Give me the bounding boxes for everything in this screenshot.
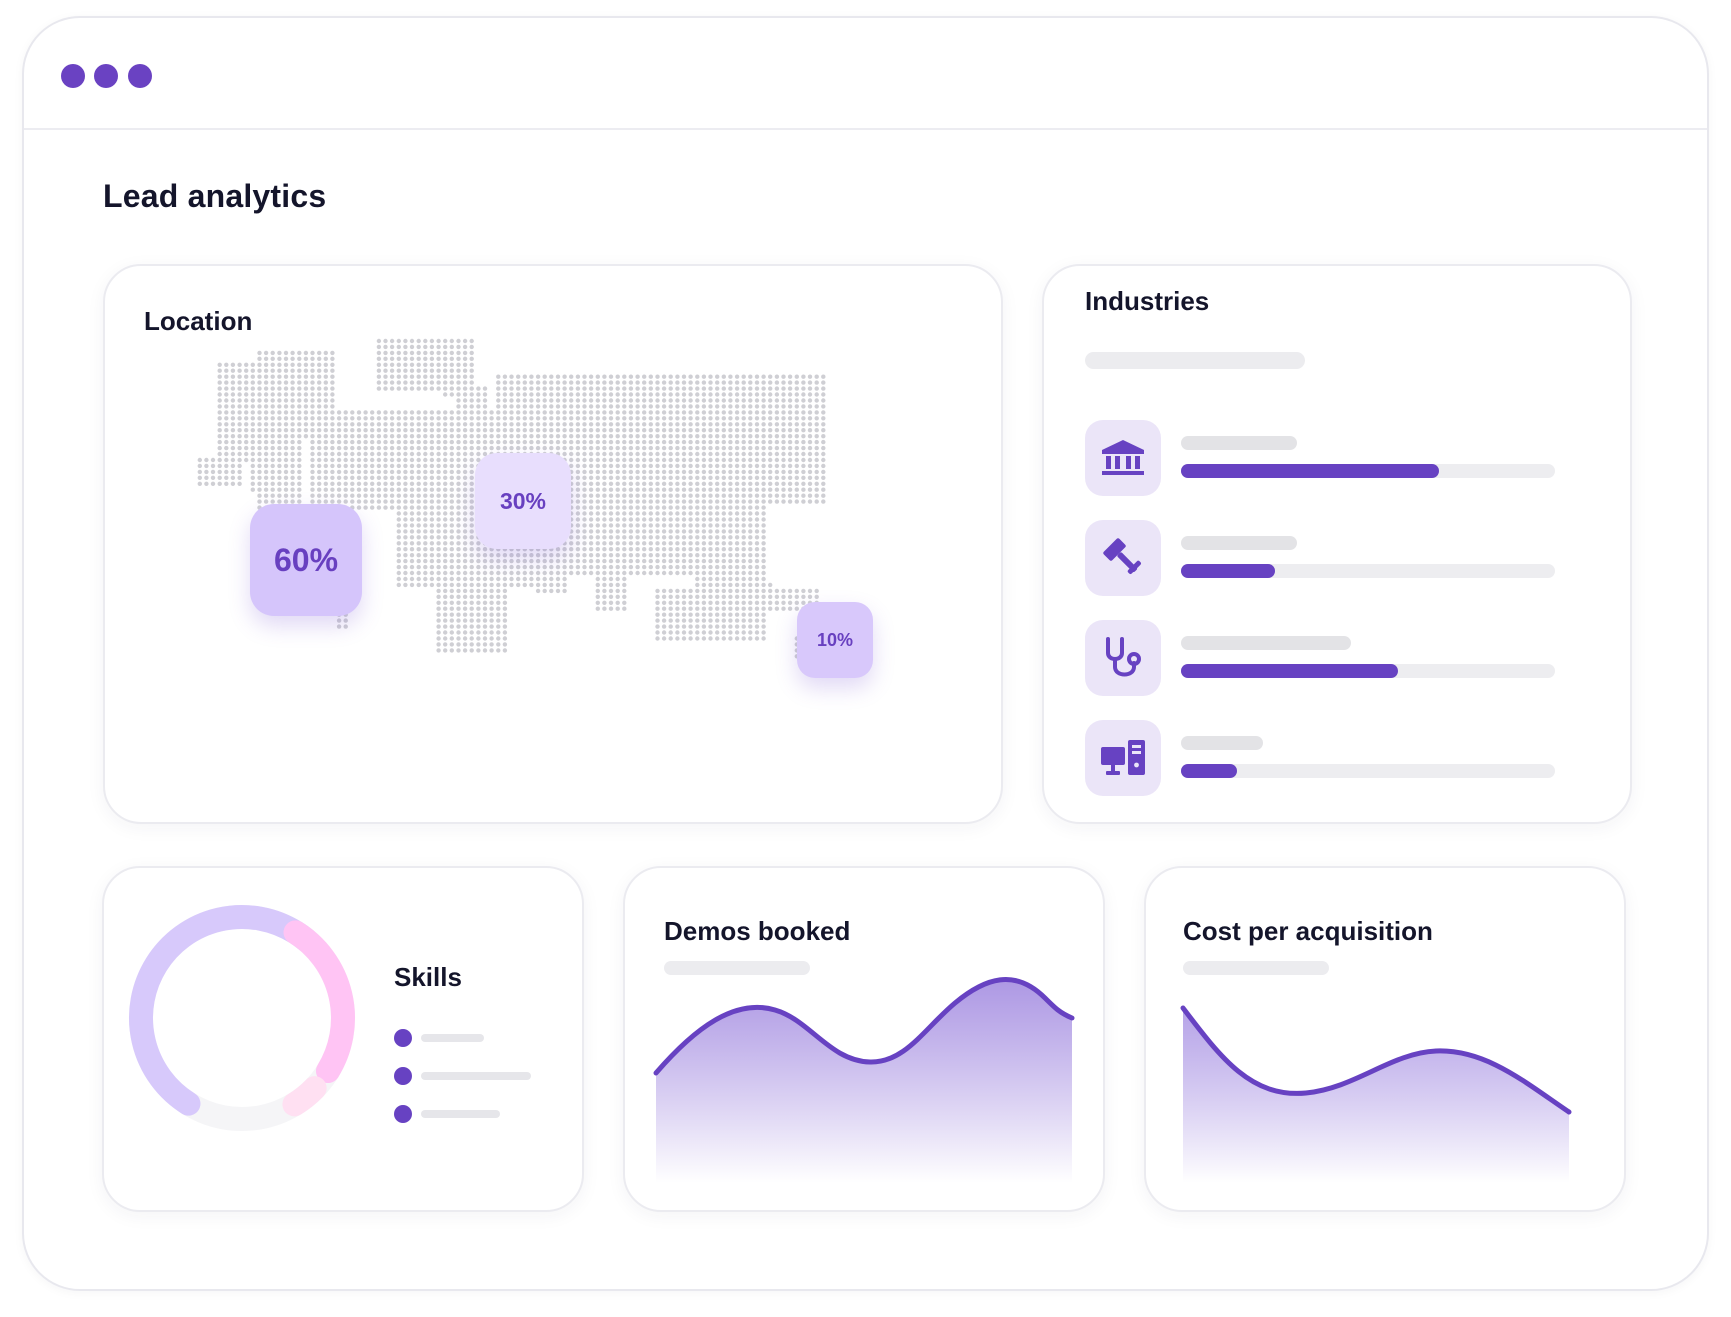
world-dot-map: [197, 338, 826, 659]
skills-legend-dot: [394, 1067, 412, 1085]
skills-legend-label-placeholder: [421, 1072, 531, 1080]
industry-label-placeholder: [1181, 536, 1297, 550]
window-control-dot-3[interactable]: [128, 64, 152, 88]
bank-icon: [1085, 420, 1161, 496]
industries-title: Industries: [1085, 286, 1210, 316]
demos-booked-line: [653, 977, 1075, 1076]
industry-row-legal[interactable]: [1085, 520, 1605, 596]
skills-legend-dot: [394, 1105, 412, 1123]
industry-label-placeholder: [1181, 436, 1297, 450]
cost-per-acquisition-area: [1183, 1008, 1569, 1183]
page-title: Lead analytics: [103, 178, 327, 214]
cost-per-acquisition-card: Cost per acquisition: [1144, 866, 1626, 1212]
location-badge-europe[interactable]: 30%: [475, 453, 571, 549]
demos-booked-subtitle-placeholder: [664, 961, 810, 975]
app-window: Lead analytics Location 60% 30% 10% Indu…: [22, 16, 1709, 1291]
skills-donut-segment-tertiary: [129, 905, 355, 1131]
computer-icon: [1085, 720, 1161, 796]
location-card: Location 60% 30% 10%: [103, 264, 1003, 824]
industry-bar-fill: [1181, 464, 1440, 478]
skills-legend-label-placeholder: [421, 1034, 484, 1042]
industry-label-placeholder: [1181, 736, 1263, 750]
skills-donut-segment-secondary: [129, 905, 355, 1131]
location-badge-southeast-asia[interactable]: 10%: [797, 602, 873, 678]
demos-booked-card: Demos booked: [623, 866, 1105, 1212]
cost-per-acquisition-subtitle-placeholder: [1183, 961, 1329, 975]
industry-bar-fill: [1181, 564, 1275, 578]
industry-bar-track: [1181, 764, 1555, 778]
skills-legend-label-placeholder: [421, 1110, 500, 1118]
location-title: Location: [144, 306, 253, 336]
window-control-dot-1[interactable]: [61, 64, 85, 88]
industry-bar-fill: [1181, 664, 1398, 678]
skills-legend-dot: [394, 1029, 412, 1047]
skills-card: Skills: [102, 866, 584, 1212]
demos-booked-area: [656, 979, 1072, 1183]
stethoscope-icon: [1085, 620, 1161, 696]
window-control-dot-2[interactable]: [94, 64, 118, 88]
cost-per-acquisition-title: Cost per acquisition: [1183, 916, 1433, 946]
cost-per-acquisition-area-chart: [1180, 1005, 1572, 1183]
industry-bar-fill: [1181, 764, 1238, 778]
gavel-icon: [1085, 520, 1161, 596]
industry-row-technology[interactable]: [1085, 720, 1605, 796]
industry-bar-track: [1181, 664, 1555, 678]
industries-card: Industries: [1042, 264, 1632, 824]
industry-label-placeholder: [1181, 636, 1351, 650]
industry-bar-track: [1181, 464, 1555, 478]
window-titlebar: [24, 18, 1707, 130]
cost-per-acquisition-line: [1180, 1005, 1572, 1115]
industries-subtitle-placeholder: [1085, 352, 1305, 369]
industry-row-finance[interactable]: [1085, 420, 1605, 496]
industry-bar-track: [1181, 564, 1555, 578]
demos-booked-title: Demos booked: [664, 916, 851, 946]
skills-title: Skills: [394, 962, 462, 992]
location-badge-americas[interactable]: 60%: [250, 504, 362, 616]
industry-row-healthcare[interactable]: [1085, 620, 1605, 696]
skills-donut: [129, 905, 355, 1131]
demos-booked-area-chart: [653, 977, 1075, 1183]
